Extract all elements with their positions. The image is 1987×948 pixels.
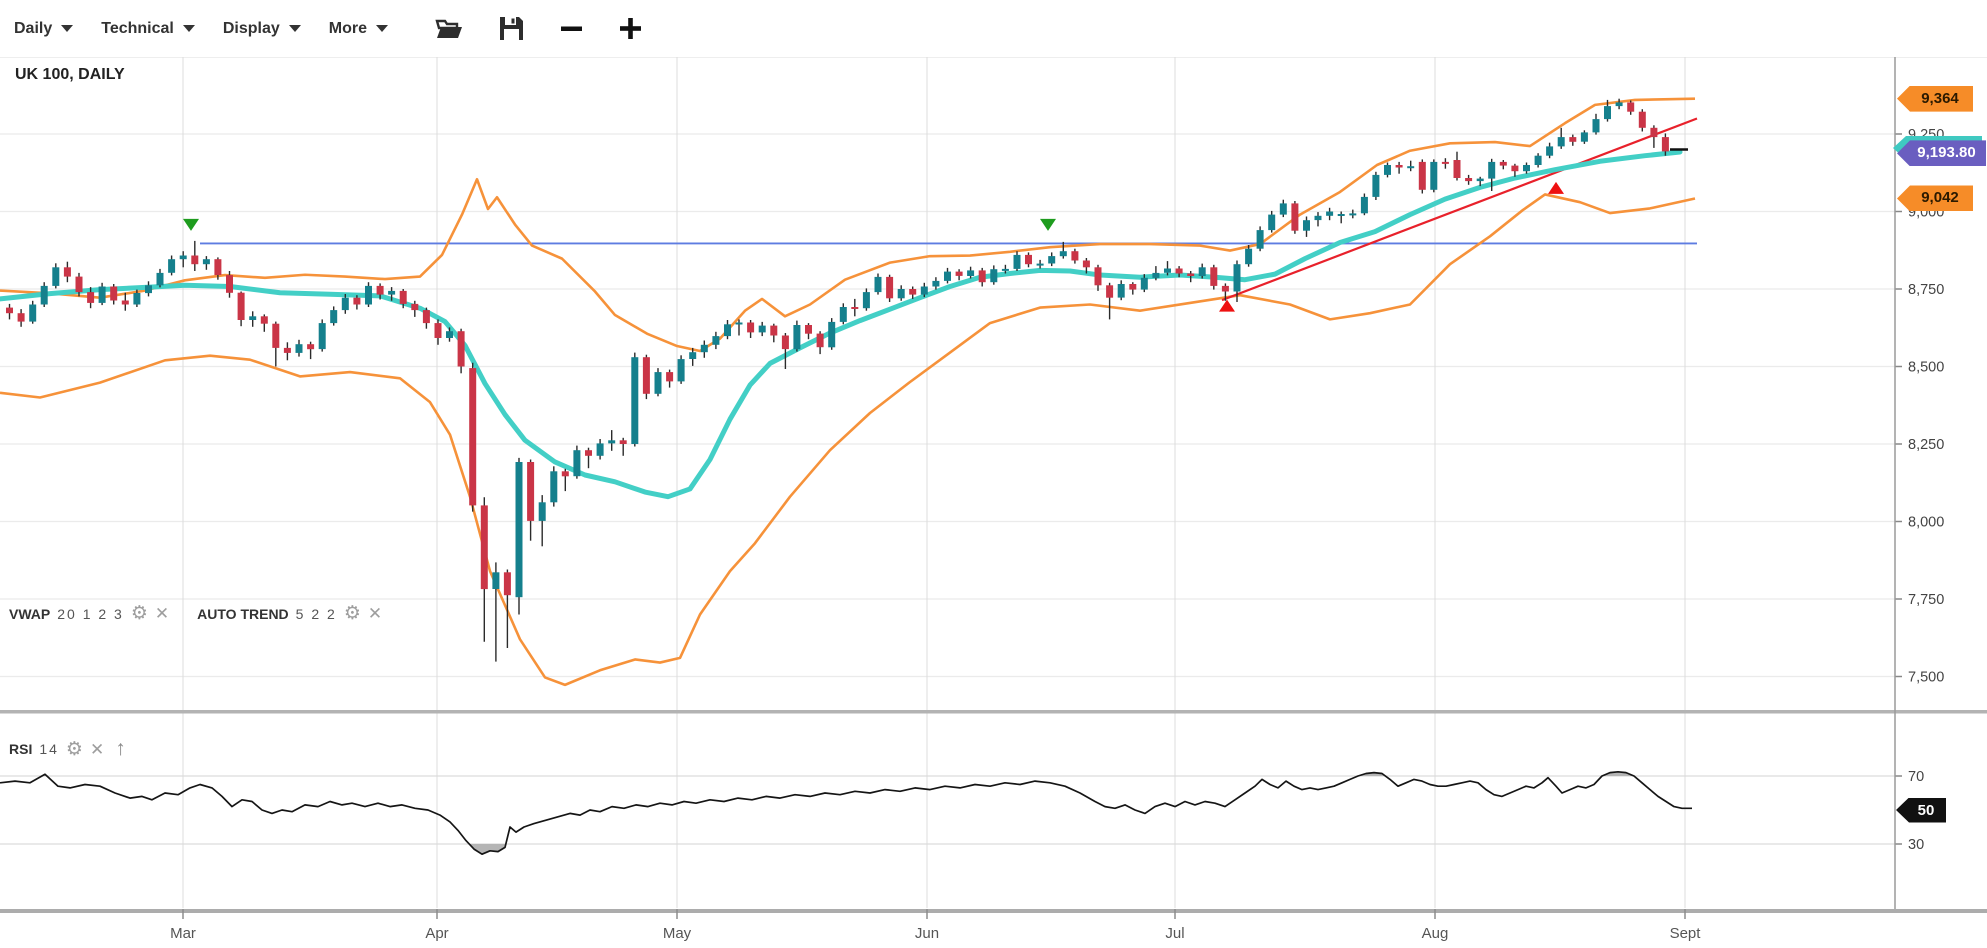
menu-more-label: More	[328, 19, 368, 37]
vwap-settings-gear-icon[interactable]: ⚙	[130, 603, 148, 624]
rsi-value-badge-value: 50	[1917, 801, 1935, 819]
last-price-badge-value: 9,193.80	[1917, 144, 1976, 162]
save-icon	[498, 15, 525, 42]
svg-text:May: May	[663, 925, 692, 942]
panel-divider[interactable]	[0, 710, 1987, 714]
svg-text:8,500: 8,500	[1908, 360, 1944, 376]
svg-text:7,500: 7,500	[1908, 670, 1944, 686]
upper-band-badge-value: 9,364	[1921, 89, 1959, 107]
sell-signal-triangle-icon	[1040, 218, 1056, 231]
lower-band-badge: 9,042	[1897, 185, 1973, 212]
save-button[interactable]	[498, 15, 525, 42]
svg-text:30: 30	[1908, 837, 1924, 853]
time-axis-labels: Mar Apr May Jun Jul Aug Sept	[170, 909, 1701, 942]
chevron-down-icon	[61, 25, 74, 32]
chevron-down-icon	[376, 25, 389, 32]
minus-icon	[559, 16, 584, 41]
vwap-indicator-params: 20 1 2 3	[57, 605, 124, 622]
svg-text:8,750: 8,750	[1908, 282, 1944, 298]
signal-markers	[183, 181, 1564, 312]
vwap-indicator-label: VWAP	[9, 605, 51, 622]
menu-daily-label: Daily	[14, 19, 53, 37]
rsi-line	[0, 770, 1692, 856]
rsi-settings-gear-icon[interactable]: ⚙	[65, 738, 83, 760]
auto-trend-indicator-label: AUTO TREND	[197, 605, 289, 622]
rsi-indicator-params: 14	[39, 741, 59, 757]
menu-display-label: Display	[222, 19, 280, 37]
auto-trend-indicator-params: 5 2 2	[295, 605, 337, 622]
menu-more[interactable]: More	[328, 19, 389, 38]
rsi-indicator-label: RSI	[9, 741, 33, 757]
svg-text:Mar: Mar	[170, 925, 196, 942]
auto-trend-line[interactable]	[1221, 117, 1698, 302]
rsi-move-up-icon[interactable]: ↑	[115, 737, 126, 760]
buy-signal-triangle-icon	[1548, 181, 1564, 194]
symbol-title: UK 100, DAILY	[15, 66, 125, 83]
zoom-in-button[interactable]	[618, 16, 643, 41]
vwap-lower-band-line	[0, 193, 1696, 687]
svg-text:Jul: Jul	[1165, 925, 1184, 942]
vwap-remove-icon[interactable]: ✕	[154, 604, 170, 623]
time-axis-bar[interactable]	[0, 909, 1987, 913]
lower-band-badge-value: 9,042	[1921, 189, 1959, 207]
vwap-upper-band-line	[0, 97, 1696, 353]
chevron-down-icon	[182, 25, 195, 32]
rsi-legend-row: RSI 14 ⚙ ✕ ↑	[9, 737, 126, 761]
auto-trend-settings-gear-icon[interactable]: ⚙	[343, 603, 361, 624]
svg-text:Apr: Apr	[425, 925, 448, 942]
auto-trend-remove-icon[interactable]: ✕	[367, 604, 383, 623]
svg-text:8,250: 8,250	[1908, 437, 1944, 453]
rsi-remove-icon[interactable]: ✕	[89, 739, 105, 759]
indicator-legend-row: VWAP 20 1 2 3 ⚙ ✕ AUTO TREND 5 2 2 ⚙ ✕	[9, 603, 383, 624]
last-price-badge: 9,193.80	[1897, 140, 1986, 167]
menu-technical[interactable]: Technical	[101, 20, 195, 38]
month-gridlines	[182, 57, 1686, 908]
svg-text:8,000: 8,000	[1908, 515, 1944, 531]
open-folder-button[interactable]	[434, 16, 464, 42]
chevron-down-icon	[288, 25, 301, 32]
svg-text:7,750: 7,750	[1908, 592, 1944, 608]
menu-technical-label: Technical	[101, 19, 174, 37]
candles-layer	[6, 98, 1669, 662]
upper-band-badge: 9,364	[1897, 85, 1973, 112]
buy-signal-triangle-icon	[1219, 299, 1235, 312]
open-folder-icon	[434, 16, 464, 42]
menu-display[interactable]: Display	[223, 20, 301, 38]
svg-text:70: 70	[1908, 769, 1924, 785]
svg-text:Aug: Aug	[1422, 925, 1449, 942]
toolbar: Daily Technical Display More	[0, 0, 1987, 57]
svg-text:Sept: Sept	[1670, 925, 1702, 942]
svg-text:Jun: Jun	[915, 925, 939, 942]
plus-icon	[618, 16, 643, 41]
menu-daily[interactable]: Daily	[14, 19, 74, 38]
sell-signal-triangle-icon	[183, 218, 199, 231]
zoom-out-button[interactable]	[559, 16, 584, 41]
